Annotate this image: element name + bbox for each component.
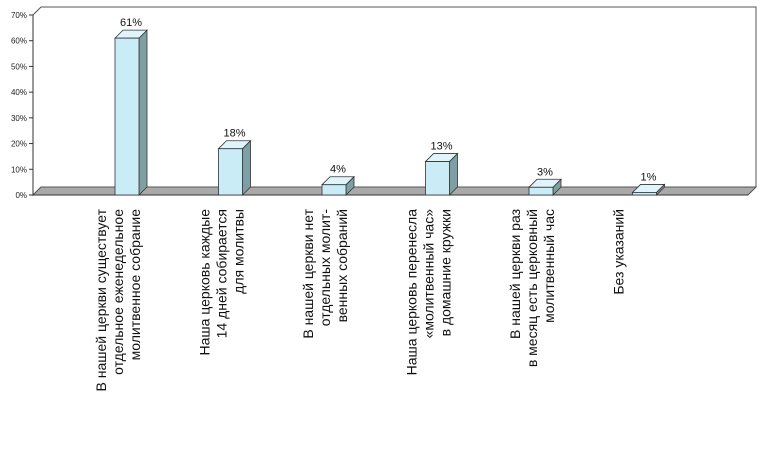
category-label-line: Без указаний xyxy=(611,209,627,295)
category-label-line: В нашей церкви нет xyxy=(300,208,316,338)
y-axis: 0% 10% 20% 30% 40% 50% 60% 70% xyxy=(11,11,33,200)
y-tick-label: 70% xyxy=(11,11,27,20)
data-label: 61% xyxy=(120,17,142,29)
category-label-line: «молитвенный час» xyxy=(421,209,437,339)
category-label: Наша церковь перенесла «молитвенный час» в… xyxy=(404,209,454,376)
category-label-line: для молитвы xyxy=(231,209,247,294)
category-label-line: в месяц есть церковный xyxy=(524,209,540,367)
category-label-line: 14 дней собирается xyxy=(214,209,230,338)
y-tick-label: 30% xyxy=(11,114,27,123)
bar-front xyxy=(114,37,140,196)
bar-front xyxy=(218,148,243,196)
bar xyxy=(321,175,355,196)
category-label-line: В нашей церкви существует xyxy=(93,208,109,391)
y-tick-label: 60% xyxy=(11,37,27,46)
data-labels: 61% 18% 4% 13% 3% 1% xyxy=(120,17,657,183)
category-label-line: отдельных молит- xyxy=(317,209,333,327)
y-tick-label: 50% xyxy=(11,62,27,71)
category-label-line: молитвенное собрание xyxy=(127,209,143,361)
data-label: 4% xyxy=(330,164,346,176)
category-label: В нашей церкви существует отдельное ежене… xyxy=(93,208,143,391)
bar-side xyxy=(242,139,251,196)
bar xyxy=(217,139,252,196)
data-label: 18% xyxy=(223,128,245,140)
bar-front xyxy=(632,192,657,196)
bar xyxy=(424,152,459,196)
bar xyxy=(631,183,666,196)
bar-front xyxy=(528,186,554,196)
bars xyxy=(114,29,666,196)
category-label: В нашей церкви нет отдельных молит-венных… xyxy=(300,208,350,338)
data-label: 3% xyxy=(537,166,553,178)
bar-side xyxy=(138,29,148,196)
category-label-line: В нашей церкви раз xyxy=(507,209,523,339)
y-tick-label: 40% xyxy=(11,88,27,97)
category-label-line: отдельное еженедельное xyxy=(110,209,126,375)
bar-front xyxy=(321,184,347,196)
bar-front xyxy=(425,161,450,196)
category-label-line: в домашние кружки xyxy=(438,209,454,336)
data-label: 1% xyxy=(641,171,657,183)
category-label: В нашей церкви раз в месяц есть церковный… xyxy=(507,209,557,367)
category-label-line: венных собраний xyxy=(334,209,350,322)
y-tick-label: 20% xyxy=(11,140,27,149)
category-label: Наша церковь каждые 14 дней собирается для… xyxy=(197,209,247,356)
bar xyxy=(528,178,562,196)
category-label-line: Наша церковь перенесла xyxy=(404,209,420,376)
data-label: 13% xyxy=(430,141,452,153)
category-label: Без указаний xyxy=(611,209,627,295)
category-labels: В нашей церкви существует отдельное ежене… xyxy=(93,208,627,391)
y-tick-label: 0% xyxy=(15,191,27,200)
category-label-line: Наша церковь каждые xyxy=(197,209,213,356)
y-tick-label: 10% xyxy=(11,165,27,174)
chart-walls xyxy=(31,6,758,197)
category-label-line: молитвенный час xyxy=(541,209,557,323)
bar xyxy=(114,29,148,196)
